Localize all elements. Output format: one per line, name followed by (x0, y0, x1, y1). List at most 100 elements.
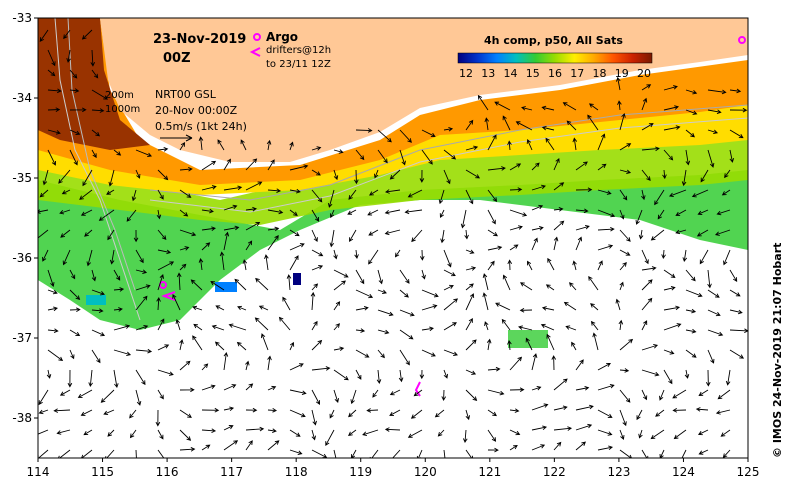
velocity-arrow (289, 243, 305, 251)
velocity-arrow (685, 308, 697, 314)
colorbar-tick-label: 17 (570, 67, 584, 80)
velocity-arrow (729, 88, 742, 94)
velocity-arrow (641, 97, 648, 111)
drifters-sub: to 23/11 12Z (266, 59, 331, 70)
velocity-arrow (113, 149, 122, 156)
velocity-arrow (311, 429, 317, 441)
velocity-arrow (443, 126, 454, 132)
velocity-arrow (190, 279, 203, 291)
velocity-arrow (531, 237, 538, 251)
velocity-arrow (201, 185, 217, 191)
velocity-arrow (399, 129, 412, 143)
velocity-arrow (384, 229, 401, 236)
velocity-arrow (443, 322, 457, 331)
velocity-arrow (372, 389, 379, 398)
colorbar-tick-label: 13 (481, 67, 495, 80)
drifter-legend-icon (249, 47, 261, 57)
colorbar-tick-label: 19 (615, 67, 629, 80)
velocity-arrow (223, 425, 234, 431)
velocity-arrow (597, 383, 615, 391)
velocity-arrow (254, 317, 269, 331)
velocity-arrow (223, 384, 237, 391)
velocity-arrow (179, 447, 196, 452)
velocity-arrow (619, 143, 632, 151)
velocity-arrow (507, 140, 512, 151)
velocity-arrow (553, 378, 568, 391)
velocity-arrow (192, 335, 203, 351)
velocity-arrow (531, 386, 542, 391)
velocity-arrow (641, 449, 649, 458)
velocity-arrow (157, 146, 169, 152)
velocity-arrow (572, 260, 577, 271)
velocity-arrow (575, 208, 589, 214)
velocity-arrow (82, 169, 93, 187)
velocity-arrow (129, 429, 137, 439)
velocity-arrow (465, 266, 477, 271)
velocity-arrow (355, 289, 374, 299)
velocity-arrow (63, 29, 71, 40)
velocity-arrow (482, 292, 489, 311)
velocity-arrow (545, 137, 555, 151)
velocity-arrow (245, 360, 250, 371)
velocity-arrow (69, 88, 80, 93)
velocity-arrow (201, 242, 211, 251)
velocity-arrow (83, 429, 93, 436)
velocity-arrow (705, 369, 711, 387)
velocity-arrow (135, 324, 149, 331)
velocity-arrow (362, 429, 379, 436)
velocity-arrow (289, 429, 301, 437)
velocity-arrow (59, 209, 71, 215)
velocity-arrow (157, 389, 164, 400)
velocity-arrow (501, 318, 511, 331)
velocity-arrow (685, 269, 696, 282)
velocity-arrow (668, 189, 687, 198)
velocity-arrow (663, 105, 680, 111)
velocity-arrow (707, 269, 712, 289)
velocity-arrow (619, 209, 625, 220)
velocity-arrow (722, 449, 731, 458)
velocity-arrow (157, 261, 175, 271)
velocity-arrow (108, 169, 115, 187)
velocity-arrow (587, 114, 599, 131)
velocity-arrow (477, 94, 489, 111)
velocity-arrow (616, 76, 621, 91)
velocity-arrow (547, 257, 555, 271)
velocity-arrow (377, 349, 385, 359)
velocity-arrow (509, 387, 525, 393)
velocity-arrow (255, 277, 269, 291)
velocity-arrow (245, 158, 258, 171)
velocity-arrow (588, 103, 599, 111)
velocity-arrow (69, 269, 76, 280)
velocity-arrow (377, 149, 388, 164)
velocity-arrow (157, 273, 165, 291)
velocity-arrow (245, 383, 254, 391)
velocity-arrow (245, 426, 265, 432)
velocity-arrow (685, 289, 703, 298)
velocity-arrow (267, 440, 280, 451)
velocity-arrow (201, 208, 214, 214)
velocity-arrow (641, 189, 646, 201)
velocity-arrow (289, 164, 309, 171)
velocity-arrow (223, 185, 243, 191)
velocity-arrow (245, 440, 253, 451)
colorbar-tick-label: 18 (593, 67, 607, 80)
velocity-arrow (311, 339, 323, 351)
velocity-arrow (267, 407, 278, 413)
velocity-arrow (465, 169, 481, 179)
velocity-arrow (86, 249, 93, 267)
velocity-arrow (562, 102, 577, 111)
velocity-arrow (355, 269, 365, 285)
velocity-arrow (487, 389, 505, 396)
velocity-arrow (484, 321, 489, 331)
velocity-arrow (179, 360, 191, 371)
velocity-arrow (715, 409, 731, 415)
velocity-arrow (697, 429, 709, 436)
velocity-arrow (575, 161, 588, 171)
velocity-arrow (526, 139, 533, 151)
velocity-arrow (286, 274, 292, 291)
x-tick-label: 120 (414, 465, 437, 479)
velocity-arrow (311, 229, 318, 243)
velocity-arrow (696, 229, 709, 237)
velocity-arrow (325, 429, 335, 447)
colorbar-tick-label: 15 (526, 67, 540, 80)
